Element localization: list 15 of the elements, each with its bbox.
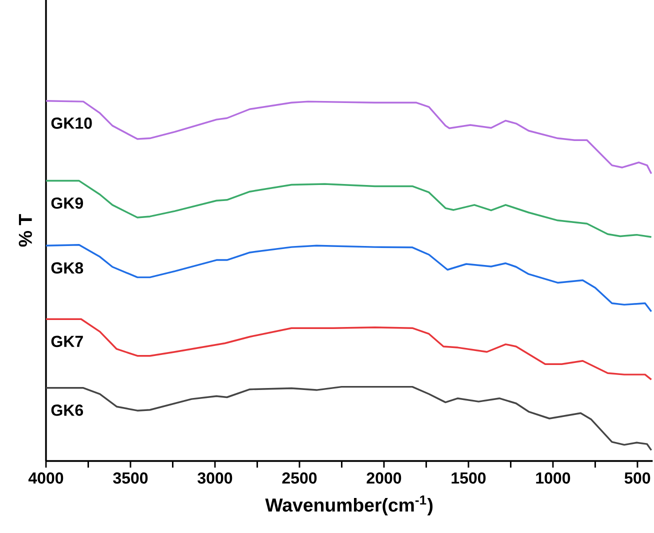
series-label: GK9 (51, 197, 84, 209)
x-tick-label: 2500 (282, 472, 317, 484)
x-tick-label: 500 (624, 472, 650, 484)
x-tick-label: 3500 (113, 472, 148, 484)
x-tick-label: 3000 (198, 472, 232, 484)
x-tick-label: 1000 (536, 472, 570, 484)
series-label: GK8 (51, 262, 84, 274)
x-tick-label: 4000 (28, 472, 64, 484)
x-tick-label: 2000 (366, 472, 402, 484)
series-label: GK6 (51, 404, 84, 416)
series-label: GK7 (51, 336, 83, 348)
y-axis-title: % T (18, 214, 32, 247)
x-axis-title: Wavenumber(cm$^{-1}$) (265, 496, 433, 516)
series-label: GK10 (51, 118, 92, 129)
x-tick-label: 1500 (452, 472, 486, 484)
